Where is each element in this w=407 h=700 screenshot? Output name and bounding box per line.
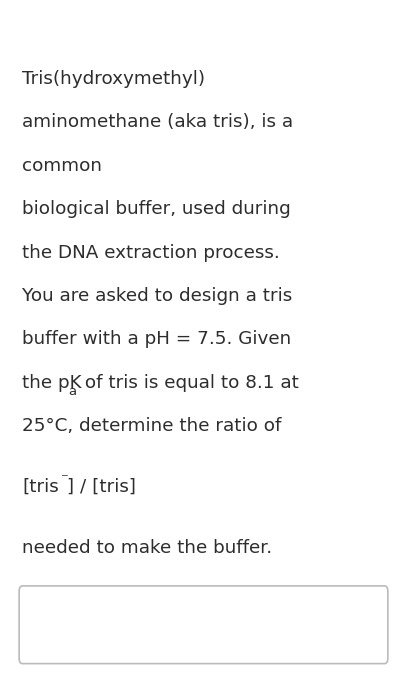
Text: ⁻: ⁻ [60,471,68,486]
Text: a: a [68,385,77,398]
Text: biological buffer, used during: biological buffer, used during [22,200,291,218]
Text: the DNA extraction process.: the DNA extraction process. [22,244,280,262]
Text: of tris is equal to 8.1 at: of tris is equal to 8.1 at [79,374,298,392]
FancyBboxPatch shape [19,586,388,664]
Text: aminomethane (aka tris), is a: aminomethane (aka tris), is a [22,113,293,132]
Text: Tris(hydroxymethyl): Tris(hydroxymethyl) [22,70,206,88]
Text: 25°C, determine the ratio of: 25°C, determine the ratio of [22,417,282,435]
Text: needed to make the buffer.: needed to make the buffer. [22,539,273,557]
Text: common: common [22,157,103,175]
Text: You are asked to design a tris: You are asked to design a tris [22,287,293,305]
Text: ] / [tris]: ] / [tris] [67,478,136,496]
Text: [tris: [tris [22,478,59,496]
Text: buffer with a pH = 7.5. Given: buffer with a pH = 7.5. Given [22,330,292,349]
Text: the pK: the pK [22,374,82,392]
